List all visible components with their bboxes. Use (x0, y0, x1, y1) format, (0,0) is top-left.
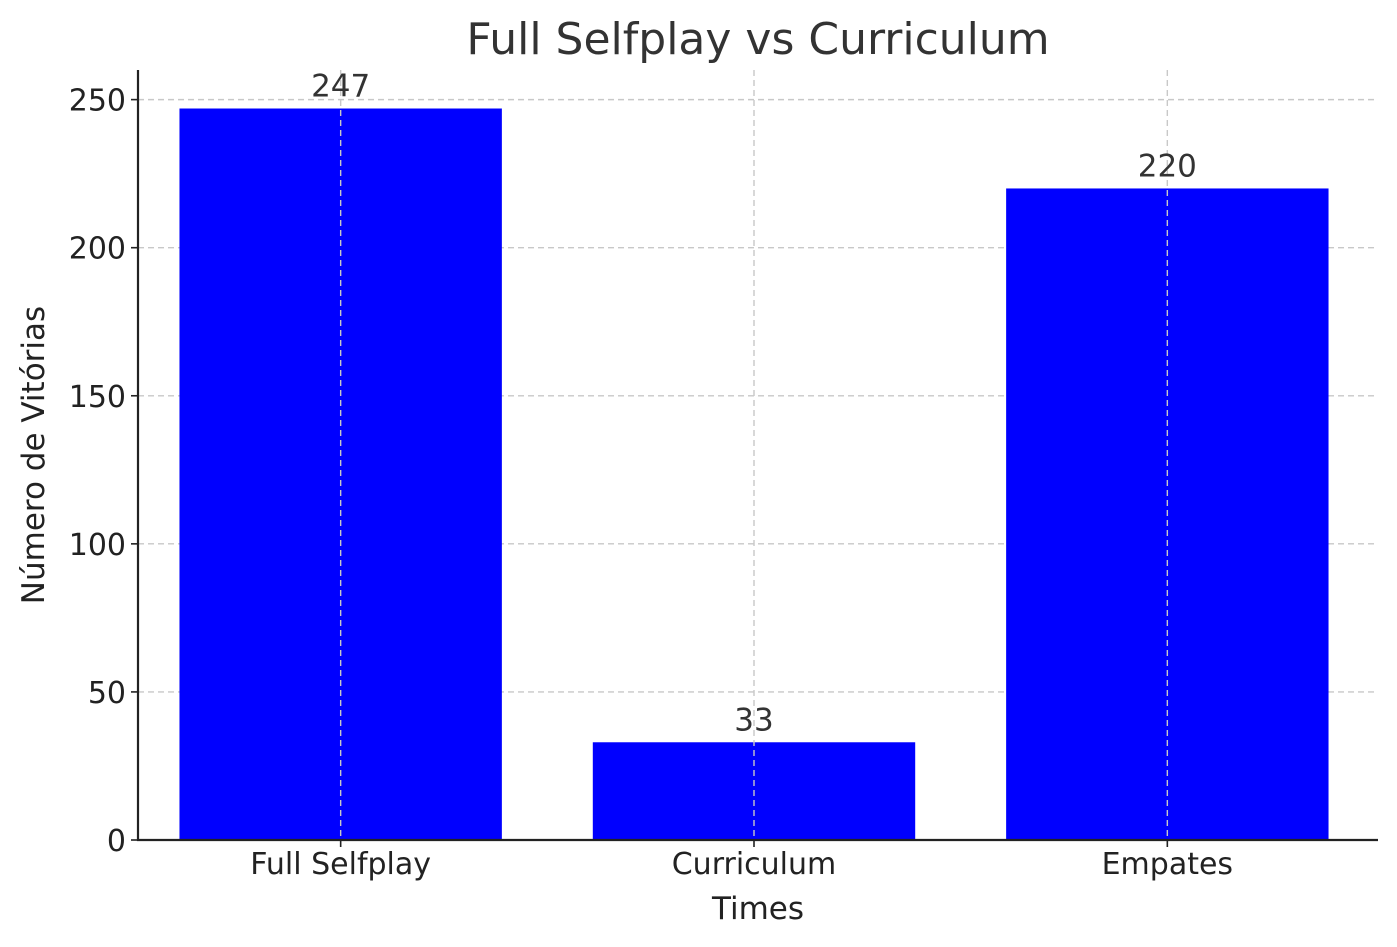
y-tick-label: 50 (88, 676, 126, 711)
y-tick-label: 0 (107, 824, 126, 859)
axes: 0 50 100 150 200 250 Full Selfplay Curriculum Em… (69, 70, 1378, 882)
data-labels: 247 33 220 (311, 69, 1197, 739)
chart-title: Full Selfplay vs Curriculum (466, 14, 1049, 65)
x-tick-label-2: Empates (1102, 847, 1233, 882)
y-tick-label: 200 (69, 232, 126, 267)
grid-lines-front (339, 70, 1169, 840)
x-axis-label: Times (711, 891, 804, 927)
axis-spines (136, 70, 1378, 842)
data-label-0: 247 (311, 69, 370, 105)
data-label-2: 220 (1138, 148, 1197, 184)
y-tick-label: 150 (69, 380, 126, 415)
y-tick-label: 100 (69, 528, 126, 563)
x-tick-label-0: Full Selfplay (250, 847, 431, 882)
y-axis-label: Número de Vitórias (16, 306, 52, 604)
x-tick-label-1: Curriculum (672, 847, 837, 882)
data-label-1: 33 (734, 702, 773, 738)
y-tick-label: 250 (69, 84, 126, 119)
